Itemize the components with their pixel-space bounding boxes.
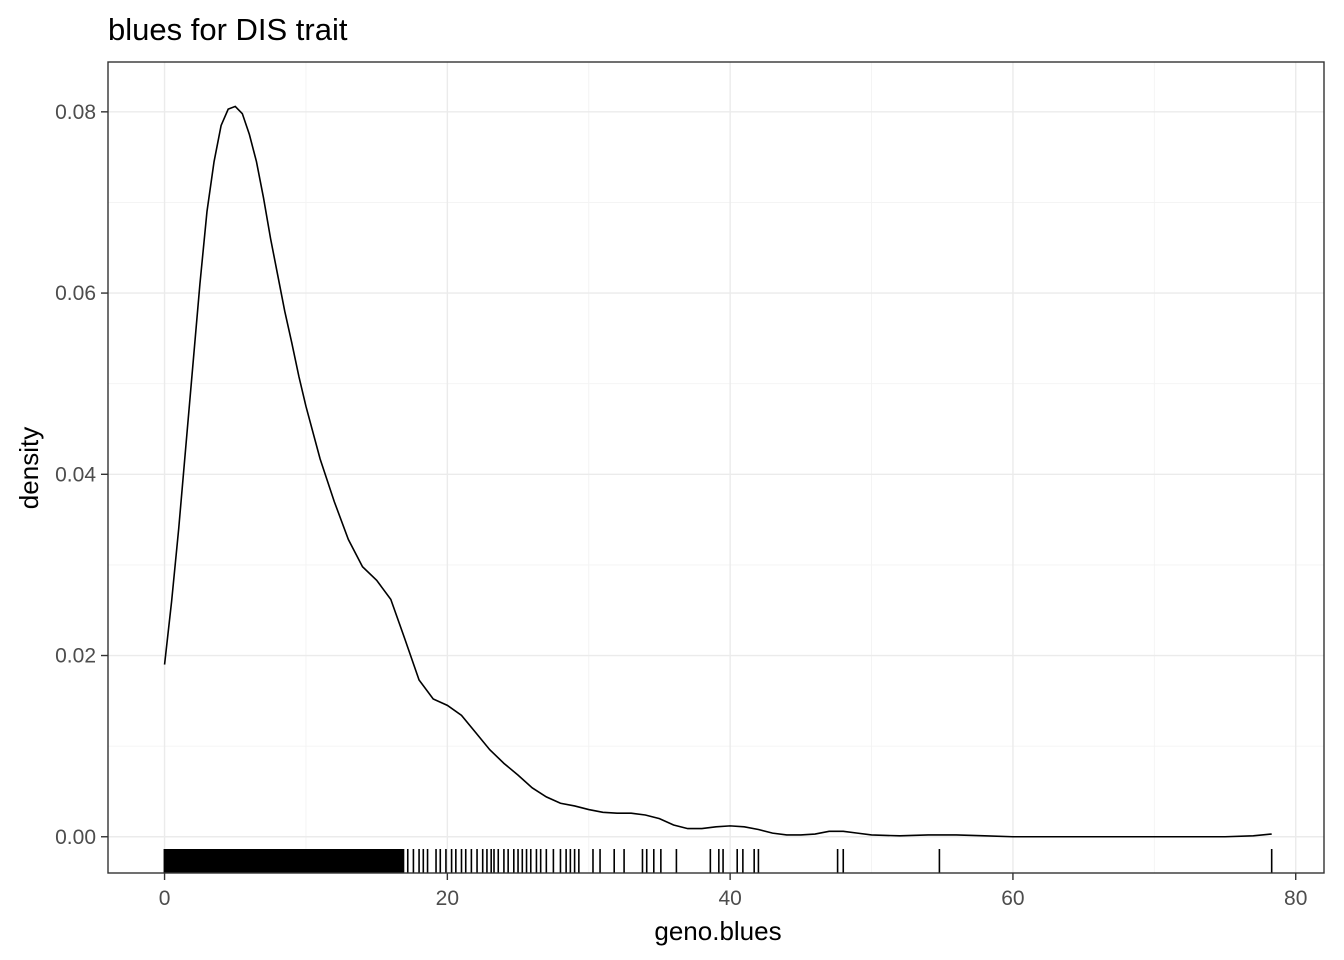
x-tick-label: 20 — [436, 887, 459, 910]
y-tick-label: 0.00 — [55, 826, 96, 849]
rug-dense-block — [163, 849, 404, 873]
chart-title: blues for DIS trait — [108, 12, 348, 47]
y-tick-label: 0.02 — [55, 645, 96, 668]
x-tick-label: 40 — [718, 887, 741, 910]
panel-border — [107, 61, 1325, 874]
y-tick-label: 0.04 — [55, 463, 96, 486]
major-gridlines — [108, 62, 1324, 873]
x-axis: 0 20 40 60 80 — [159, 873, 1307, 910]
y-axis: 0.00 0.02 0.04 0.06 0.08 — [55, 101, 108, 849]
density-curve — [163, 105, 1272, 838]
y-tick-label: 0.06 — [55, 282, 96, 305]
x-tick-label: 0 — [159, 887, 171, 910]
rug-marks — [163, 849, 1273, 873]
minor-gridlines — [108, 62, 1324, 873]
x-tick-label: 80 — [1284, 887, 1307, 910]
x-axis-title: geno.blues — [654, 916, 781, 946]
x-tick-label: 60 — [1001, 887, 1024, 910]
y-axis-title: density — [14, 427, 44, 509]
y-tick-label: 0.08 — [55, 101, 96, 124]
